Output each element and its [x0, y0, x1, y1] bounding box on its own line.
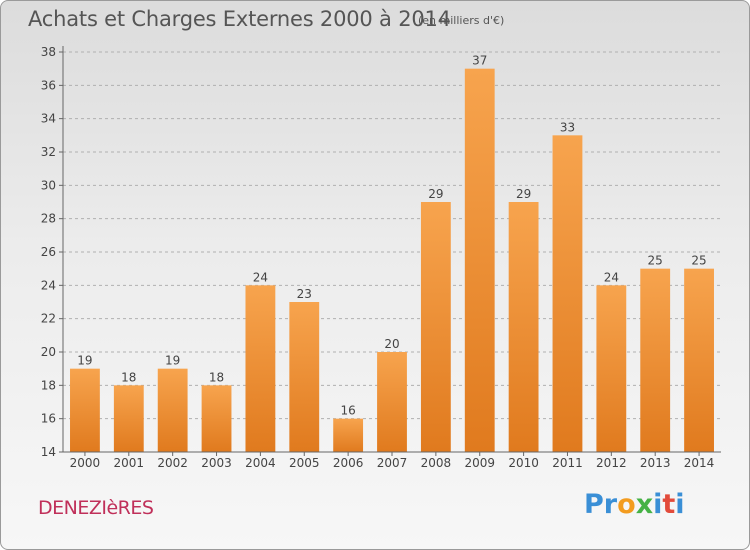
bar-value-label: 19	[77, 354, 92, 368]
x-tick-label: 2001	[114, 456, 145, 470]
bar-value-label: 33	[560, 120, 575, 134]
bar-value-label: 24	[604, 270, 619, 284]
bar	[377, 352, 407, 452]
bar-value-label: 18	[209, 370, 224, 384]
bar-value-label: 18	[121, 370, 136, 384]
x-tick-label: 2010	[508, 456, 539, 470]
bar	[420, 202, 451, 452]
x-tick-label: 2013	[640, 456, 671, 470]
y-tick-label: 22	[41, 312, 56, 326]
y-tick-label: 34	[41, 112, 56, 126]
chart-title: Achats et Charges Externes 2000 à 2014	[28, 7, 451, 31]
y-tick-label: 20	[41, 345, 56, 359]
y-tick-label: 14	[41, 445, 56, 459]
bar-value-label: 24	[253, 270, 268, 284]
x-tick-label: 2008	[421, 456, 452, 470]
y-tick-label: 16	[41, 412, 56, 426]
bar	[640, 268, 671, 452]
chart-unit: (en milliers d'€)	[418, 14, 505, 27]
bar	[684, 268, 714, 452]
bar-value-label: 29	[516, 187, 531, 201]
bar	[201, 385, 232, 452]
x-tick-label: 2002	[157, 456, 188, 470]
logo-letter: o	[617, 489, 636, 520]
proxiti-logo: Proxiti	[584, 489, 685, 520]
bar-value-label: 25	[648, 254, 663, 268]
bar	[289, 302, 320, 452]
y-tick-label: 30	[41, 178, 56, 192]
bar	[333, 418, 364, 452]
x-tick-label: 2014	[684, 456, 715, 470]
bar	[245, 285, 276, 452]
logo-letter: i	[653, 489, 663, 520]
bars: 19 18 19 18 24 23 16 20 29 37 29 33 24 25 25	[70, 54, 714, 453]
x-tick-label: 2011	[552, 456, 583, 470]
bar-value-label: 23	[297, 287, 312, 301]
axes: 14 16 18 20 22 24 26 28 30 32 34 36 38 2000 2001 2002 20…	[41, 45, 721, 470]
logo-letter: t	[662, 489, 676, 520]
logo-letter: P	[584, 489, 604, 520]
y-tick-label: 18	[41, 378, 56, 392]
bar	[113, 385, 144, 452]
bar-value-label: 37	[472, 54, 487, 68]
logo-letter: r	[603, 489, 618, 520]
bar	[596, 285, 627, 452]
logo-letter: i	[675, 489, 685, 520]
x-tick-label: 2007	[377, 456, 408, 470]
x-tick-label: 2006	[333, 456, 364, 470]
x-tick-label: 2004	[245, 456, 276, 470]
bar	[157, 368, 188, 452]
x-tick-label: 2012	[596, 456, 627, 470]
bar	[508, 202, 539, 452]
bar-value-label: 16	[340, 404, 355, 418]
x-tick-label: 2003	[201, 456, 232, 470]
y-tick-label: 24	[41, 278, 56, 292]
bar-value-label: 19	[165, 354, 180, 368]
x-tick-label: 2009	[464, 456, 495, 470]
bar	[552, 135, 583, 453]
y-tick-label: 38	[41, 45, 56, 59]
y-tick-label: 26	[41, 245, 56, 259]
bar-value-label: 20	[384, 337, 399, 351]
y-tick-label: 32	[41, 145, 56, 159]
commune-name: DENEZIèRES	[38, 497, 154, 519]
x-tick-label: 2000	[70, 456, 101, 470]
logo-letter: x	[635, 489, 654, 520]
bar-value-label: 29	[428, 187, 443, 201]
x-tick-label: 2005	[289, 456, 320, 470]
bar	[70, 368, 100, 452]
y-tick-label: 36	[41, 78, 56, 92]
bar	[464, 68, 495, 453]
y-tick-label: 28	[41, 212, 56, 226]
bar-value-label: 25	[691, 254, 706, 268]
